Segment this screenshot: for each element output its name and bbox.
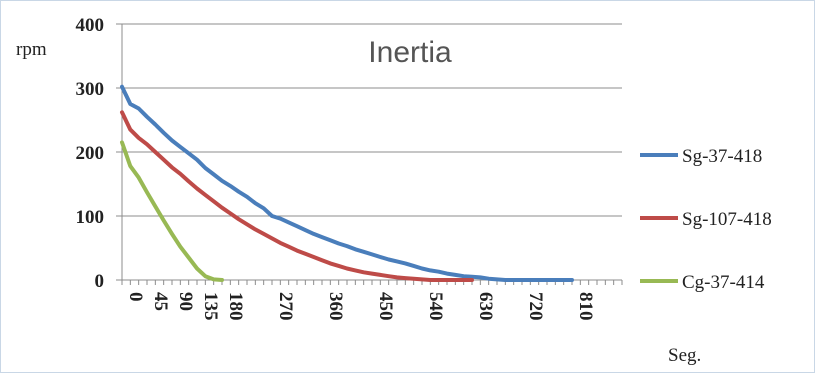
x-axis: 0 45 90 135 180 270 360 450 540 630 720 810: [121, 279, 623, 321]
legend-label-1: Sg-37-418: [682, 146, 762, 167]
series-lines: [120, 84, 574, 282]
x-tick-label: 90: [175, 292, 196, 311]
x-axis-label: Seg.: [668, 345, 701, 366]
legend-label-2: Sg-107-418: [682, 209, 772, 230]
gridlines: [122, 23, 622, 217]
x-tick-label: 270: [275, 292, 296, 321]
x-tick-label: 135: [200, 292, 221, 321]
legend-label-3: Cg-37-414: [682, 272, 765, 293]
x-tick-label: 360: [325, 292, 346, 321]
y-axis-label: rpm: [16, 39, 47, 60]
y-tick-label: 200: [76, 143, 105, 164]
x-tick-label: 45: [150, 292, 171, 311]
y-axis: 0 100 200 300 400: [76, 15, 123, 292]
x-tick-label: 450: [375, 292, 396, 321]
series-line-1: [120, 84, 574, 282]
x-tick-label: 0: [125, 292, 146, 302]
y-tick-label: 100: [76, 207, 105, 228]
series-line-3: [120, 140, 224, 282]
legend: Sg-37-418 Sg-107-418 Cg-37-414: [640, 146, 772, 293]
x-tick-label: 180: [225, 292, 246, 321]
chart-title: Inertia: [368, 36, 452, 69]
y-tick-label: 0: [95, 271, 105, 292]
x-tick-label: 720: [525, 292, 546, 321]
series-line-2: [120, 110, 474, 282]
x-tick-label: 630: [475, 292, 496, 321]
x-tick-label: 810: [575, 292, 596, 321]
y-tick-label: 300: [76, 79, 105, 100]
x-tick-label: 540: [425, 292, 446, 321]
y-tick-label: 400: [76, 15, 105, 36]
